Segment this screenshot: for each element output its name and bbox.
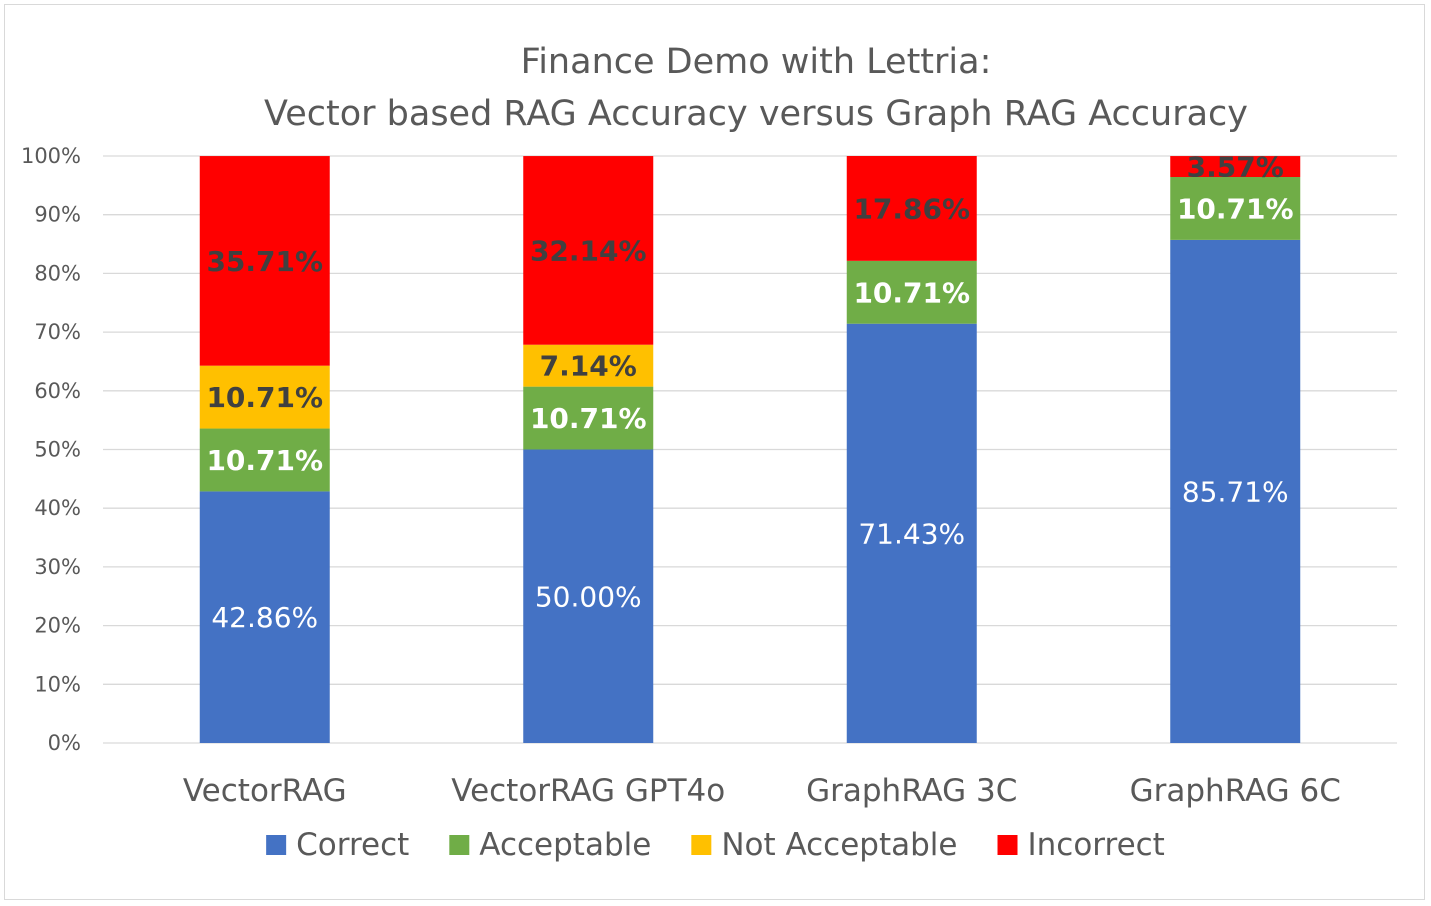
- legend-swatch-incorrect: [997, 835, 1018, 855]
- y-tick-label: 10%: [34, 672, 81, 696]
- bar-segment-correct: [523, 449, 654, 743]
- legend-label: Incorrect: [1028, 827, 1165, 863]
- legend-swatch-acceptable: [449, 835, 470, 855]
- x-category-label: VectorRAG: [183, 773, 347, 809]
- data-label: 32.14%: [530, 234, 647, 267]
- chart-area: Finance Demo with Lettria: Vector based …: [4, 4, 1425, 900]
- x-axis-categories: VectorRAG VectorRAG GPT4o GraphRAG 3C Graph…: [183, 773, 1341, 809]
- bar-segment-acceptable: [1170, 177, 1301, 240]
- data-label: 10.71%: [206, 381, 323, 414]
- bar-segment-not-acceptable: [523, 344, 654, 387]
- x-category-label: GraphRAG 6C: [1130, 773, 1341, 809]
- bar-segment-incorrect: [846, 156, 977, 261]
- data-label: 7.14%: [540, 350, 637, 383]
- bar-segment-incorrect: [199, 156, 330, 366]
- bar-segment-correct: [1170, 239, 1301, 743]
- data-label: 17.86%: [853, 192, 970, 225]
- data-label: 10.71%: [853, 276, 970, 309]
- bar-segment-acceptable: [846, 260, 977, 324]
- legend-swatch-not-acceptable: [691, 835, 712, 855]
- y-tick-label: 60%: [34, 379, 81, 403]
- bar-segment-correct: [199, 491, 330, 743]
- y-tick-label: 70%: [34, 320, 81, 344]
- x-category-label: VectorRAG GPT4o: [451, 773, 725, 809]
- y-tick-label: 80%: [34, 261, 81, 285]
- bar-segment-acceptable: [523, 386, 654, 450]
- bar-segment-incorrect: [1170, 156, 1301, 178]
- bar-segment-acceptable: [199, 428, 330, 492]
- legend: Correct Acceptable Not Acceptable Incorrect: [266, 827, 1165, 863]
- data-label: 85.71%: [1182, 475, 1289, 508]
- y-tick-label: 0%: [48, 731, 81, 755]
- data-label: 3.57%: [1187, 151, 1284, 184]
- data-labels: 42.86% 10.71% 10.71% 35.71% 50.00% 10.71% 7.14…: [206, 151, 1293, 635]
- data-label: 10.71%: [1177, 192, 1294, 225]
- y-tick-label: 30%: [34, 555, 81, 579]
- y-tick-label: 50%: [34, 438, 81, 462]
- chart-svg: Finance Demo with Lettria: Vector based …: [21, 42, 1397, 863]
- bar-segment-not-acceptable: [199, 365, 330, 429]
- chart-title-line-2: Vector based RAG Accuracy versus Graph R…: [264, 94, 1248, 134]
- legend-label: Correct: [296, 827, 409, 863]
- data-label: 50.00%: [535, 580, 642, 613]
- y-axis-ticks: 0% 10% 20% 30% 40% 50% 60% 70% 80% 90% 100%: [21, 144, 81, 755]
- data-label: 10.71%: [530, 402, 647, 435]
- legend-label: Acceptable: [479, 827, 651, 863]
- data-label: 71.43%: [858, 517, 965, 550]
- legend-swatch-correct: [266, 835, 287, 855]
- bar-segment-incorrect: [523, 156, 654, 345]
- data-label: 35.71%: [206, 245, 323, 278]
- bar-segment-correct: [846, 323, 977, 743]
- chart-title-line-1: Finance Demo with Lettria:: [521, 42, 992, 82]
- bars: [199, 156, 1301, 743]
- legend-label: Not Acceptable: [721, 827, 957, 863]
- data-label: 42.86%: [211, 601, 318, 634]
- data-label: 10.71%: [206, 444, 323, 477]
- x-category-label: GraphRAG 3C: [806, 773, 1017, 809]
- y-tick-label: 40%: [34, 496, 81, 520]
- y-tick-label: 90%: [34, 203, 81, 227]
- y-tick-label: 20%: [34, 614, 81, 638]
- y-tick-label: 100%: [21, 144, 81, 168]
